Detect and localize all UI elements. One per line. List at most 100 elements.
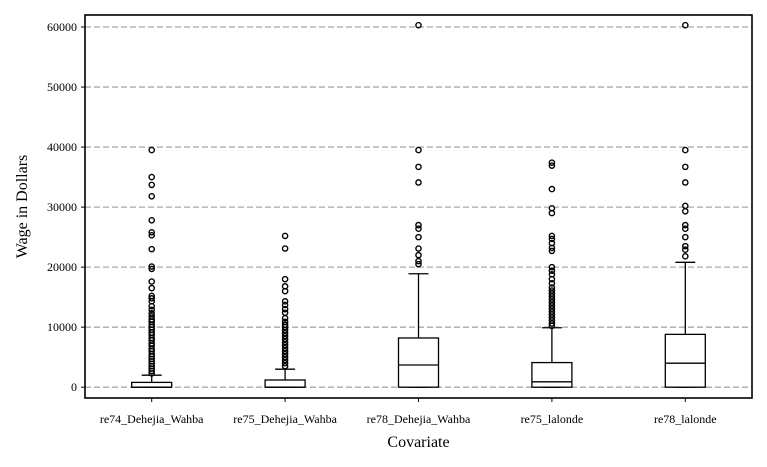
outlier-point (548, 287, 556, 294)
outlier-point (415, 257, 422, 265)
outlier-point (281, 326, 289, 334)
box-re75_lalonde (531, 159, 573, 388)
x-tick-label: re75_Dehejia_Wahba (233, 412, 337, 426)
y-tick-label: 30000 (47, 200, 77, 214)
outlier-point (548, 159, 556, 166)
y-tick-label: 60000 (47, 20, 77, 34)
outlier-point (281, 356, 289, 364)
outlier-point (148, 192, 155, 200)
outlier-point (682, 225, 689, 233)
outlier-point (281, 362, 289, 370)
outlier-point (548, 290, 556, 297)
outlier-point (548, 162, 556, 169)
outlier-point (682, 253, 689, 260)
outlier-point (415, 146, 422, 154)
outlier-point (281, 329, 289, 337)
box-re78_Dehejia_Wahba (397, 21, 440, 388)
outlier-point (548, 244, 556, 252)
box-re74_Dehejia_Wahba (131, 146, 173, 388)
outlier-point (548, 280, 556, 287)
outlier-point (281, 359, 289, 367)
outlier-point (281, 353, 289, 361)
iqr-box (264, 379, 306, 388)
outlier-point (682, 221, 689, 229)
outlier-point (548, 267, 556, 275)
outlier-point (148, 217, 155, 224)
x-tick-label: re78_Dehejia_Wahba (367, 412, 471, 426)
outlier-point (148, 367, 155, 375)
outlier-point (682, 202, 689, 210)
outlier-point (148, 278, 155, 285)
outlier-point (548, 232, 556, 240)
outlier-point (548, 209, 556, 217)
y-tick-label: 20000 (47, 260, 77, 274)
outlier-point (148, 181, 155, 189)
outlier-point (148, 146, 155, 154)
outlier-point (548, 302, 556, 309)
outlier-point (548, 275, 556, 283)
outlier-point (548, 263, 556, 271)
outlier-point (148, 302, 155, 310)
outlier-point (415, 225, 422, 233)
outlier-point (281, 298, 289, 305)
iqr-box (397, 337, 440, 388)
outlier-point (548, 311, 556, 318)
outlier-point (281, 350, 289, 358)
outlier-point (148, 173, 155, 181)
outlier-point (682, 233, 689, 241)
outlier-point (682, 146, 689, 154)
outlier-point (281, 338, 289, 346)
outlier-point (281, 305, 289, 313)
outlier-point (281, 335, 289, 343)
outlier-point (415, 221, 422, 229)
outlier-point (682, 208, 689, 215)
outlier-point (548, 284, 556, 291)
x-tick-label: re74_Dehejia_Wahba (100, 412, 204, 426)
outlier-point (148, 310, 155, 317)
outlier-point (281, 314, 289, 322)
outlier-point (281, 301, 289, 309)
outlier-point (548, 305, 556, 312)
outlier-point (281, 287, 289, 295)
outlier-point (682, 21, 689, 29)
iqr-box (664, 333, 706, 388)
outlier-point (281, 275, 289, 283)
outlier-point (682, 246, 689, 254)
outlier-point (415, 179, 422, 186)
box-re78_lalonde (664, 21, 706, 388)
outlier-point (281, 309, 289, 317)
outlier-point (682, 179, 689, 186)
outlier-point (148, 295, 155, 302)
outlier-point (415, 260, 422, 268)
y-tick-labels: 0 10000 20000 30000 40000 50000 60000 (47, 20, 85, 394)
outlier-point (415, 21, 422, 29)
outlier-point (548, 185, 556, 193)
outlier-point (281, 245, 289, 252)
outlier-point (148, 245, 155, 253)
y-tick-label: 0 (71, 380, 77, 394)
box-re75_Dehejia_Wahba (264, 232, 306, 388)
outlier-point (281, 323, 289, 331)
outlier-point (548, 293, 556, 300)
outlier-point (148, 232, 155, 239)
x-tick-label: re78_lalonde (654, 412, 717, 426)
y-tick-label: 10000 (47, 320, 77, 334)
outlier-point (148, 370, 155, 377)
iqr-box (131, 381, 173, 388)
y-tick-label: 50000 (47, 80, 77, 94)
outlier-point (415, 163, 422, 171)
outlier-point (548, 308, 556, 315)
x-tick-label: re75_lalonde (521, 412, 584, 426)
outlier-point (281, 232, 289, 240)
outlier-point (281, 347, 289, 355)
outlier-point (548, 322, 556, 330)
iqr-box (531, 361, 573, 388)
outlier-point (415, 233, 422, 241)
outlier-point (148, 284, 155, 292)
y-tick-label: 40000 (47, 140, 77, 154)
outlier-point (682, 163, 689, 171)
outlier-point (148, 265, 155, 273)
outlier-point (548, 320, 556, 327)
outlier-point (148, 263, 155, 270)
